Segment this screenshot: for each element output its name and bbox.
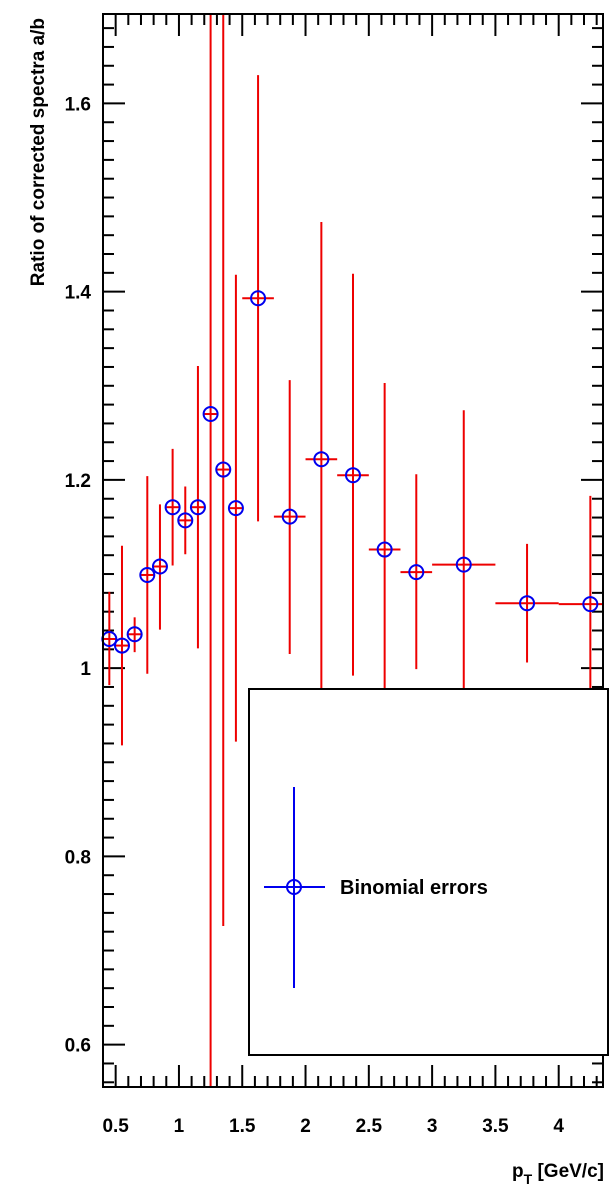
data-point [215,461,232,478]
y-tick-label: 0.6 [65,1036,91,1057]
y-tick-label: 1.2 [65,471,91,492]
data-point [345,467,361,484]
data-markers [101,290,599,654]
error-bars [103,14,603,1087]
data-point [250,290,267,307]
x-tick-label: 3.5 [482,1116,509,1137]
x-tick-label: 2.5 [356,1116,383,1137]
plot-frame [102,13,604,1088]
data-point [313,451,330,468]
x-tick-label: 2 [300,1116,311,1137]
legend-box [248,688,609,1056]
x-axis-title-unit: [GeV/c] [532,1161,604,1182]
data-point [139,566,156,583]
legend-label: Binomial errors [340,877,488,899]
legend-marker [286,879,302,895]
x-tick-label: 4 [553,1116,564,1137]
data-point [519,595,536,612]
y-tick-label: 1.4 [65,283,92,304]
data-point [126,626,143,643]
data-point [582,596,599,613]
y-tick-label: 1 [80,659,91,680]
x-axis-title: pT [GeV/c] [512,1161,604,1187]
y-tick-label: 1.6 [65,94,91,115]
x-tick-label: 0.5 [102,1116,129,1137]
x-tick-labels: 0.5 1 1.5 2 2.5 3 3.5 4 [102,1116,564,1137]
y-tick-labels: 0.6 0.8 1 1.2 1.4 1.6 [65,94,92,1056]
x-tick-label: 1 [174,1116,185,1137]
data-point [202,406,219,423]
data-point [164,499,181,516]
y-axis-title: Ratio of corrected spectra a/b [28,18,49,286]
y-tick-label: 0.8 [65,847,91,868]
x-tick-label: 3 [427,1116,438,1137]
data-point [151,558,168,575]
data-point [177,512,194,529]
data-point [281,508,298,525]
x-axis-title-main: p [512,1161,524,1182]
data-point [455,556,472,573]
data-point [376,541,393,558]
data-point [113,637,130,654]
data-point [189,499,206,516]
data-point [408,564,425,581]
data-point [227,500,244,517]
x-tick-label: 1.5 [229,1116,256,1137]
legend: Binomial errors [248,688,609,1056]
x-axis-title-sub: T [524,1171,533,1187]
